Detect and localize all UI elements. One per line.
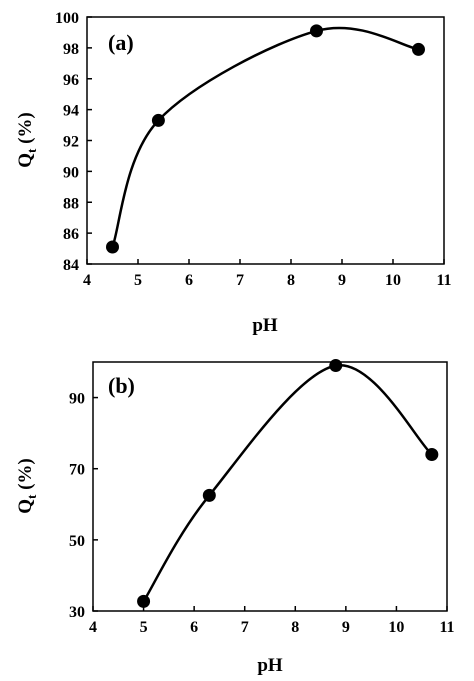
x-tick-label: 6 [190,619,198,636]
tick-marks-b [92,396,448,612]
x-tick-label: 11 [436,272,451,289]
y-tick-label: 84 [63,257,79,274]
data-points-b [137,359,439,608]
data-point [151,113,165,127]
x-tick-label: 11 [439,619,454,636]
x-tick-label: 5 [134,272,142,289]
y-tick-label: 70 [69,462,85,479]
panel-label-a: (a) [108,30,134,55]
series-line-b [142,364,433,603]
x-tick-label: 6 [185,272,193,289]
y-tick-label: 96 [63,72,79,89]
chart-a: 4 5 6 7 8 9 10 11 84 86 88 90 92 94 96 98 100 (a) pH Qt… [15,10,452,336]
tick-marks-a [86,16,445,265]
data-point [137,594,151,608]
y-tick-label: 98 [63,41,79,58]
data-point [202,488,216,502]
y-tick-label: 90 [63,164,79,181]
x-tick-labels-a: 4 5 6 7 8 9 10 11 [83,272,452,289]
x-tick-label: 8 [287,272,295,289]
plot-area-a [86,16,445,265]
y-tick-label: 50 [69,533,85,550]
y-tick-label: 88 [63,195,79,212]
x-tick-label: 7 [236,272,244,289]
panel-label-b: (b) [108,373,135,398]
plot-area-b [92,361,448,612]
x-tick-label: 7 [241,619,249,636]
y-tick-labels-b: 30 50 70 90 [69,391,85,621]
x-tick-label: 10 [388,619,404,636]
y-tick-label: 30 [69,604,85,621]
data-point [412,42,425,56]
y-tick-labels-a: 84 86 88 90 92 94 96 98 100 [55,10,79,274]
data-point [329,359,343,373]
series-line-a [111,26,419,248]
x-tick-label: 4 [83,272,91,289]
x-tick-label: 9 [338,272,346,289]
x-tick-labels-b: 4 5 6 7 8 9 10 11 [89,619,455,636]
data-point [106,240,119,254]
x-axis-label-b: pH [257,655,283,676]
x-tick-label: 10 [385,272,401,289]
x-tick-label: 5 [140,619,148,636]
data-point [310,24,323,38]
y-tick-label: 86 [63,226,79,243]
x-tick-label: 8 [291,619,299,636]
data-points-a [106,24,425,254]
y-tick-label: 94 [63,103,79,120]
x-axis-label-a: pH [252,315,278,336]
y-tick-label: 92 [63,134,79,151]
chart-b: 4 5 6 7 8 9 10 11 30 50 70 90 (b) pH Qt (%) [15,359,455,676]
x-tick-label: 9 [342,619,350,636]
y-tick-label: 90 [69,391,85,408]
y-axis-label-a: Qt (%) [15,112,39,168]
x-tick-label: 4 [89,619,97,636]
data-point [425,447,439,461]
y-axis-label-b: Qt (%) [15,458,39,514]
y-tick-label: 100 [55,10,79,27]
